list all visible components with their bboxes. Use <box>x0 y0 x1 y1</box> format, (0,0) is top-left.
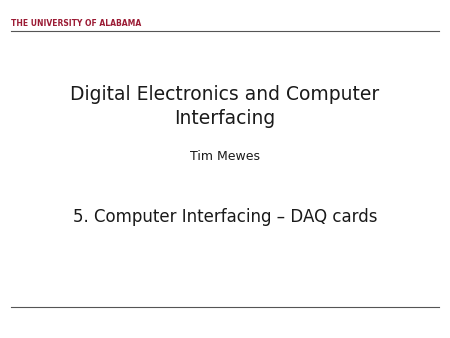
Text: Tim Mewes: Tim Mewes <box>190 150 260 163</box>
Text: THE UNIVERSITY OF ALABAMA: THE UNIVERSITY OF ALABAMA <box>11 19 141 28</box>
Text: 5. Computer Interfacing – DAQ cards: 5. Computer Interfacing – DAQ cards <box>73 208 377 226</box>
Text: Digital Electronics and Computer
Interfacing: Digital Electronics and Computer Interfa… <box>70 84 380 128</box>
